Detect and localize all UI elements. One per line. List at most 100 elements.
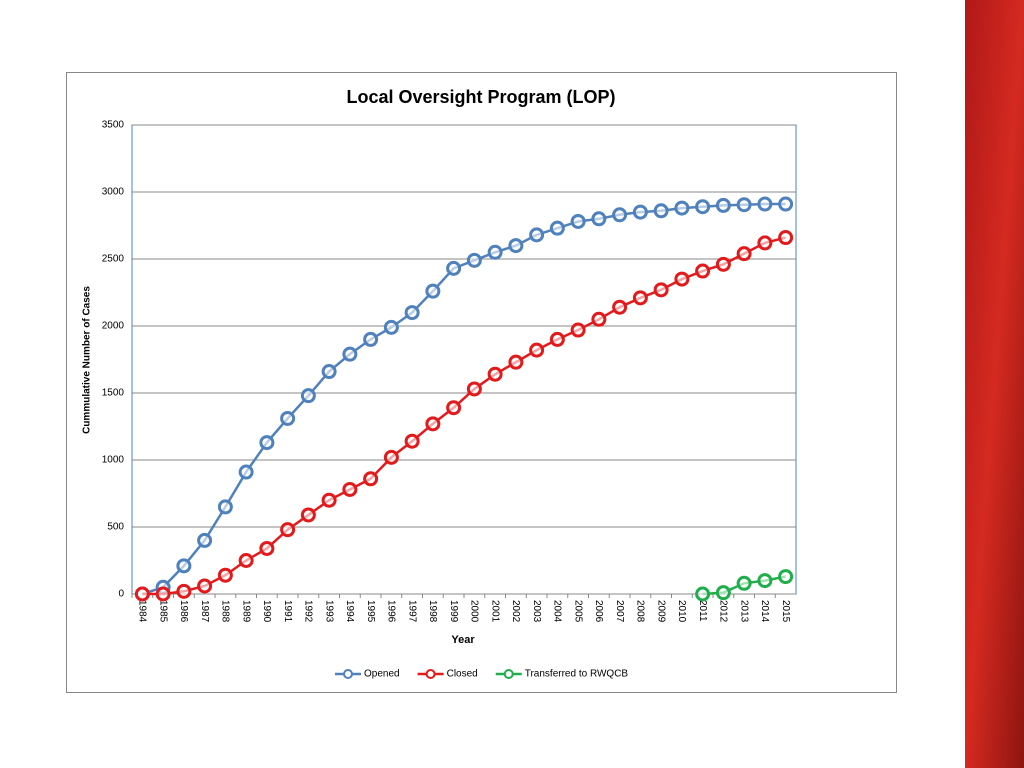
data-point [674, 200, 690, 216]
data-point [778, 230, 794, 246]
data-point [653, 282, 669, 298]
data-point [425, 416, 441, 432]
x-tick-label: 2007 [614, 600, 625, 623]
data-point [134, 586, 150, 602]
data-point [404, 433, 420, 449]
data-point [176, 583, 192, 599]
x-tick-label: 1993 [323, 600, 334, 623]
data-point [197, 532, 213, 548]
data-point [715, 197, 731, 213]
data-point [549, 220, 565, 236]
data-point [446, 260, 462, 276]
data-point [778, 569, 794, 585]
data-point [363, 471, 379, 487]
x-tick-label: 1989 [240, 600, 251, 623]
x-tick-label: 2006 [593, 600, 604, 623]
data-point [176, 558, 192, 574]
x-tick-label: 2004 [552, 600, 563, 623]
data-point [342, 346, 358, 362]
y-tick-label: 2000 [102, 321, 125, 332]
x-tick-label: 1984 [137, 600, 148, 623]
data-point [674, 271, 690, 287]
data-point [695, 586, 711, 602]
data-point [300, 507, 316, 523]
x-tick-label: 1998 [427, 600, 438, 623]
data-point [632, 204, 648, 220]
data-point [715, 585, 731, 601]
data-point [217, 567, 233, 583]
x-tick-label: 1999 [448, 600, 459, 623]
x-tick-label: 2015 [780, 600, 791, 623]
data-point [632, 290, 648, 306]
data-point [487, 366, 503, 382]
data-point [217, 499, 233, 515]
data-point [404, 305, 420, 321]
data-point [383, 449, 399, 465]
data-point [280, 522, 296, 538]
x-tick-label: 2001 [489, 600, 500, 623]
legend-marker [503, 669, 514, 679]
data-point [549, 331, 565, 347]
x-tick-label: 1996 [386, 600, 397, 623]
data-point [695, 199, 711, 215]
x-tick-label: 2014 [759, 600, 770, 623]
data-point [487, 244, 503, 260]
data-point [570, 322, 586, 338]
data-point [715, 256, 731, 272]
x-tick-label: 2000 [469, 600, 480, 623]
y-tick-label: 1000 [102, 455, 125, 466]
y-tick-label: 0 [118, 589, 124, 600]
data-point [570, 213, 586, 229]
data-point [612, 207, 628, 223]
data-point [238, 553, 254, 568]
data-point [757, 196, 773, 212]
data-point [757, 235, 773, 251]
data-point [259, 435, 275, 451]
x-tick-label: 1990 [261, 600, 272, 623]
x-tick-label: 1992 [303, 600, 314, 623]
data-point [238, 464, 254, 480]
x-tick-label: 2011 [697, 600, 708, 622]
data-point [653, 203, 669, 219]
data-point [321, 364, 337, 380]
x-tick-label: 2005 [572, 600, 583, 623]
data-point [197, 578, 213, 594]
y-tick-label: 3000 [102, 187, 125, 198]
data-point [612, 299, 628, 315]
data-point [529, 227, 545, 243]
data-point [736, 197, 752, 213]
x-tick-label: 2008 [635, 600, 646, 623]
data-point [280, 410, 296, 426]
data-point [757, 573, 773, 589]
x-tick-label: 2002 [510, 600, 521, 623]
x-tick-label: 2003 [531, 600, 542, 623]
x-axis-label: Year [451, 634, 475, 646]
data-point [736, 575, 752, 591]
data-point [383, 319, 399, 335]
y-tick-label: 3500 [102, 120, 125, 131]
x-tick-label: 2012 [718, 600, 729, 623]
data-point [425, 283, 441, 299]
data-point [259, 540, 275, 556]
x-tick-label: 1991 [282, 600, 293, 623]
y-tick-label: 1500 [102, 388, 125, 399]
chart-title: Local Oversight Program (LOP) [346, 87, 615, 107]
y-tick-label: 500 [107, 522, 124, 533]
side-band [965, 0, 1024, 768]
data-point [466, 381, 482, 397]
x-tick-label: 1997 [406, 600, 417, 623]
legend-label: Opened [364, 669, 400, 680]
data-point [736, 246, 752, 262]
data-point [529, 342, 545, 358]
x-tick-label: 1987 [199, 600, 210, 623]
data-point [778, 196, 794, 212]
data-point [591, 211, 607, 227]
data-point [363, 331, 379, 347]
x-tick-label: 1995 [365, 600, 376, 623]
legend-label: Closed [447, 669, 478, 680]
data-point [591, 311, 607, 327]
data-point [342, 481, 358, 497]
legend-label: Transferred to RWQCB [525, 669, 629, 680]
data-point [466, 252, 482, 268]
